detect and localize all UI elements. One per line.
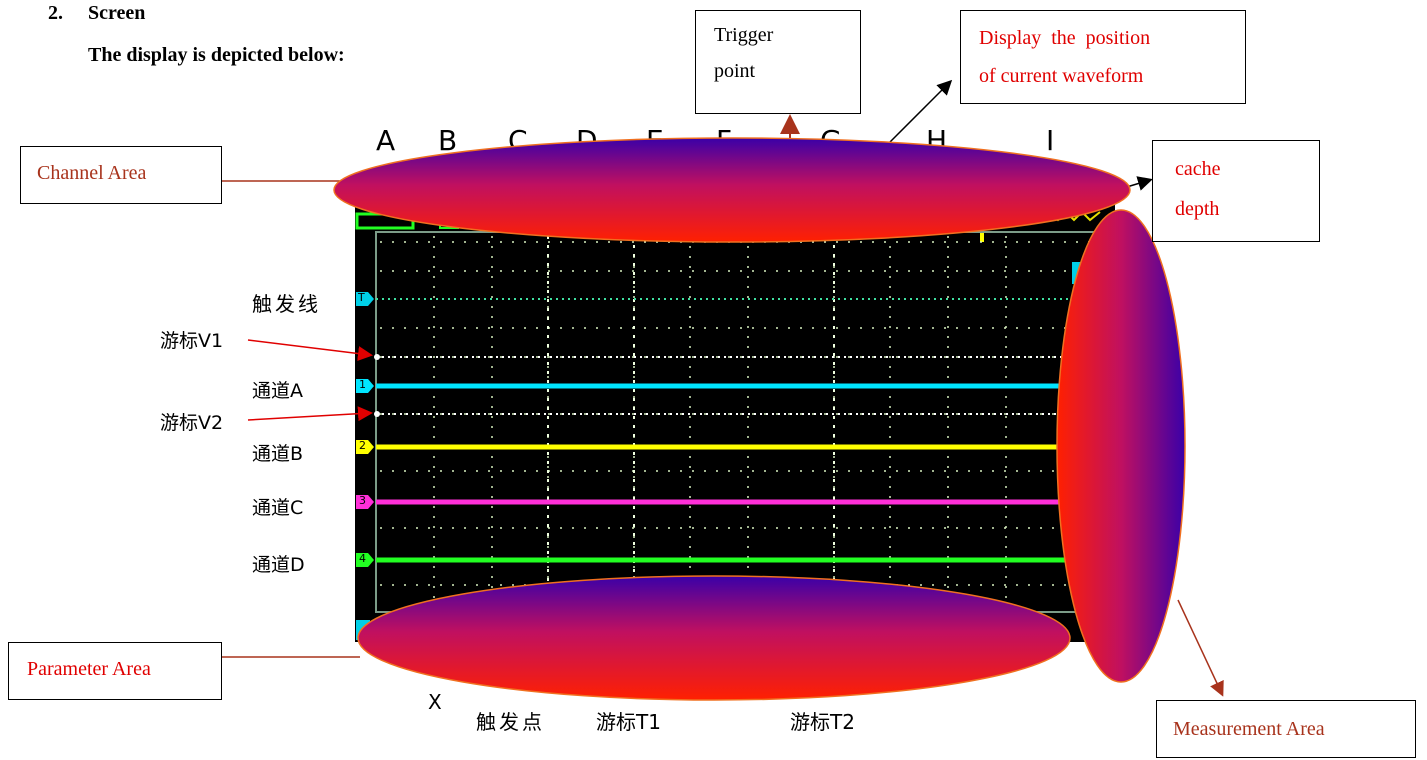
cursor-v1-arrow	[247, 339, 373, 361]
label-cursor-t1: 游标T1	[596, 710, 661, 734]
marker-trigger-label: T	[358, 291, 365, 304]
marker-ch1-label: 1	[359, 378, 366, 391]
trigger-point-callout-line1: Trigger	[714, 24, 774, 46]
column-letter-i: I	[1046, 124, 1055, 157]
section-title: Screen	[88, 2, 146, 24]
display-position-callout-line1: Display the position	[979, 27, 1151, 49]
marker-ch2-label: 2	[359, 439, 366, 452]
section-number: 2.	[48, 2, 63, 24]
measurement-area-callout: Measurement Area	[1156, 700, 1416, 758]
label-x-mark: X	[428, 690, 442, 714]
column-letter-a: A	[376, 124, 396, 157]
channel-area-callout: Channel Area	[20, 146, 222, 204]
trigger-point-callout: Trigger point	[695, 10, 861, 114]
marker-ch2	[356, 440, 374, 454]
grid-horizontal	[380, 241, 1100, 586]
label-channel-b: 通道B	[252, 443, 304, 465]
label-cursor-v2: 游标V2	[160, 412, 224, 434]
parameter-area-ellipse	[357, 575, 1071, 701]
marker-ch3-label: 3	[359, 494, 366, 507]
label-trigger-line: 触发线	[252, 292, 321, 316]
label-channel-a: 通道A	[252, 380, 303, 402]
label-cursor-v1: 游标V1	[160, 330, 224, 352]
label-trigger-point: 触发点	[476, 710, 545, 734]
cursor-v2-arrow	[247, 406, 373, 422]
marker-ch3	[356, 495, 374, 509]
display-position-callout-line2: of current waveform	[979, 65, 1144, 87]
trigger-point-callout-line2: point	[714, 60, 756, 82]
channel-area-ellipse	[333, 137, 1131, 243]
trigger-point-marker-top	[980, 228, 984, 242]
label-channel-d: 通道D	[252, 554, 305, 576]
label-cursor-t2: 游标T2	[790, 710, 855, 734]
measurement-area-arrow	[1177, 599, 1224, 697]
cache-depth-callout: cache depth	[1152, 140, 1320, 242]
display-position-arrow	[889, 79, 953, 143]
scope-screen	[355, 196, 1115, 642]
label-channel-c: 通道C	[252, 497, 304, 519]
section-subheading: The display is depicted below:	[88, 44, 345, 66]
marker-ch4	[356, 553, 374, 567]
measurement-area-ellipse	[1056, 209, 1186, 683]
cursor-v1-dot	[374, 354, 380, 360]
column-letter-b: B	[438, 124, 458, 157]
cache-depth-callout-line1: cache	[1175, 158, 1221, 180]
display-position-callout: Display the position of current waveform	[960, 10, 1246, 104]
marker-ch1	[356, 379, 374, 393]
marker-trigger	[356, 292, 374, 306]
parameter-area-callout: Parameter Area	[8, 642, 222, 700]
marker-ch4-label: 4	[359, 552, 366, 565]
cursor-v2-dot	[374, 411, 380, 417]
section-heading: 2. Screen	[48, 2, 145, 25]
cache-depth-callout-line2: depth	[1175, 198, 1220, 220]
